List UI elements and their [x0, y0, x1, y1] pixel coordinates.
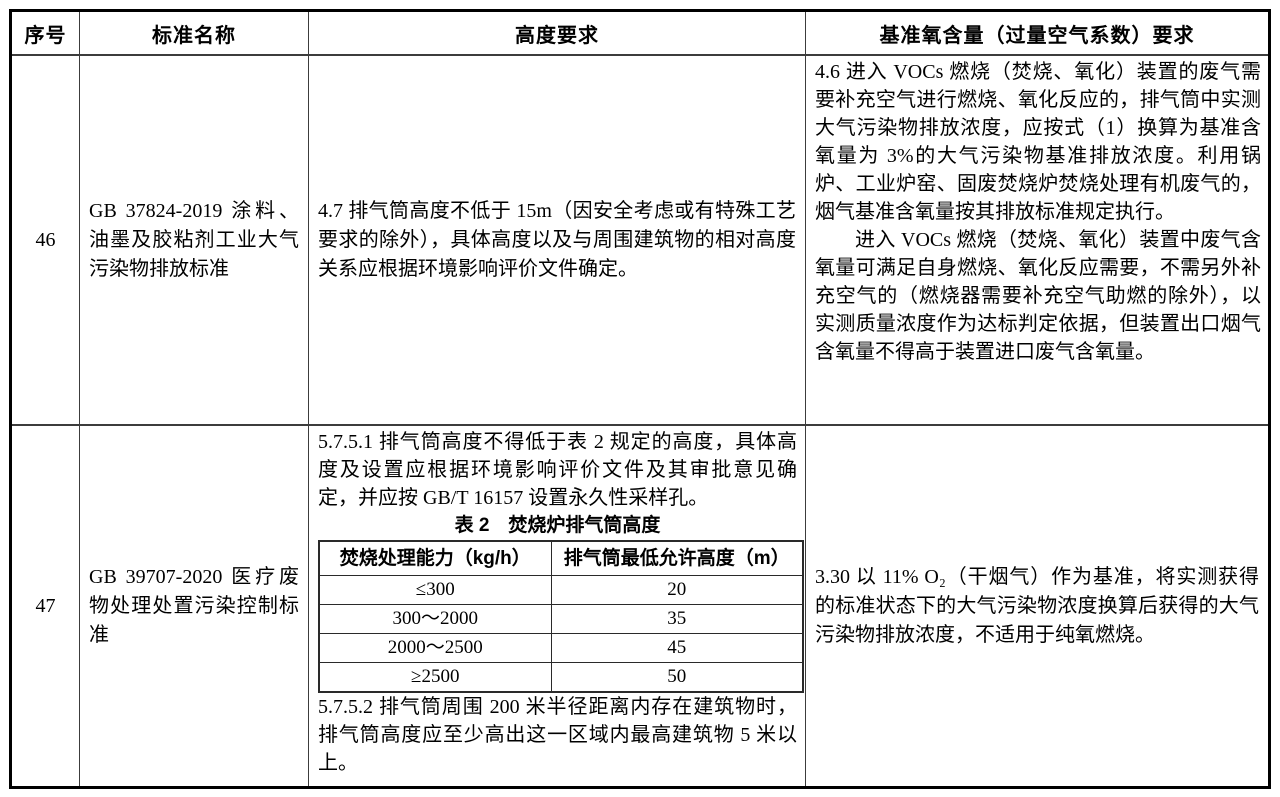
row47-height-requirement: 5.7.5.1 排气筒高度不得低于表 2 规定的高度，具体高度及设置应根据环境影… — [309, 426, 806, 786]
row46-height-requirement: 4.7 排气筒高度不低于 15m（因安全考虑或有特殊工艺要求的除外），具体高度以… — [309, 56, 806, 426]
column-header-standard-name: 标准名称 — [80, 12, 309, 56]
column-header-height-requirement: 高度要求 — [309, 12, 806, 56]
column-header-oxygen-requirement: 基准氧含量（过量空气系数）要求 — [806, 12, 1268, 56]
inner-table-row: ≤300 20 — [318, 575, 804, 605]
row47-no: 47 — [12, 426, 80, 786]
inner-table-row: ≥2500 50 — [318, 662, 804, 693]
inner-cell-capacity: 2000～2500 — [318, 633, 552, 663]
row47-height-intro: 5.7.5.1 排气筒高度不得低于表 2 规定的高度，具体高度及设置应根据环境影… — [318, 431, 797, 509]
column-header-no: 序号 — [12, 12, 80, 56]
row47-height-outro: 5.7.5.2 排气筒周围 200 米半径距离内存在建筑物时，排气筒高度应至少高… — [318, 696, 797, 774]
inner-cell-min-height: 35 — [550, 604, 804, 634]
row46-standard-name-text: GB 37824-2019 涂料、油墨及胶粘剂工业大气污染物排放标准 — [89, 199, 299, 280]
row46-oxygen-paragraph-1: 4.6 进入 VOCs 燃烧（焚烧、氧化）装置的废气需要补充空气进行燃烧、氧化反… — [815, 61, 1261, 223]
row47-oxygen-requirement-text: 3.30 以 11% O₂（干烟气）作为基准，将实测获得的标准状态下的大气污染物… — [815, 565, 1259, 646]
incinerator-stack-height-table: 焚烧处理能力（kg/h） 排气筒最低允许高度（m） ≤300 20 300～20… — [318, 540, 804, 693]
row46-oxygen-paragraph-2: 进入 VOCs 燃烧（焚烧、氧化）装置中废气含氧量可满足自身燃烧、氧化反应需要，… — [815, 229, 1261, 363]
inner-table-row: 300～2000 35 — [318, 604, 804, 634]
standards-table: 序号 标准名称 高度要求 基准氧含量（过量空气系数）要求 46 GB 37824… — [9, 9, 1271, 789]
row47-standard-name-text: GB 39707-2020 医疗废物处理处置污染控制标准 — [89, 565, 299, 646]
row46-height-requirement-text: 4.7 排气筒高度不低于 15m（因安全考虑或有特殊工艺要求的除外），具体高度以… — [318, 199, 796, 280]
row47-oxygen-requirement: 3.30 以 11% O₂（干烟气）作为基准，将实测获得的标准状态下的大气污染物… — [806, 426, 1268, 786]
inner-table-title: 表 2 焚烧炉排气筒高度 — [454, 515, 661, 536]
inner-cell-min-height: 45 — [550, 633, 804, 663]
inner-cell-capacity: ≥2500 — [318, 662, 552, 693]
inner-cell-min-height: 50 — [550, 662, 804, 693]
inner-table-row: 2000～2500 45 — [318, 633, 804, 663]
inner-header-min-height: 排气筒最低允许高度（m） — [550, 540, 804, 576]
row46-oxygen-requirement: 4.6 进入 VOCs 燃烧（焚烧、氧化）装置的废气需要补充空气进行燃烧、氧化反… — [806, 56, 1268, 426]
inner-cell-min-height: 20 — [550, 575, 804, 605]
row46-no: 46 — [12, 56, 80, 426]
row47-standard-name: GB 39707-2020 医疗废物处理处置污染控制标准 — [80, 426, 309, 786]
inner-cell-capacity: ≤300 — [318, 575, 552, 605]
inner-header-capacity: 焚烧处理能力（kg/h） — [318, 540, 552, 576]
inner-cell-capacity: 300～2000 — [318, 604, 552, 634]
inner-table-header-row: 焚烧处理能力（kg/h） 排气筒最低允许高度（m） — [318, 540, 804, 576]
row46-standard-name: GB 37824-2019 涂料、油墨及胶粘剂工业大气污染物排放标准 — [80, 56, 309, 426]
